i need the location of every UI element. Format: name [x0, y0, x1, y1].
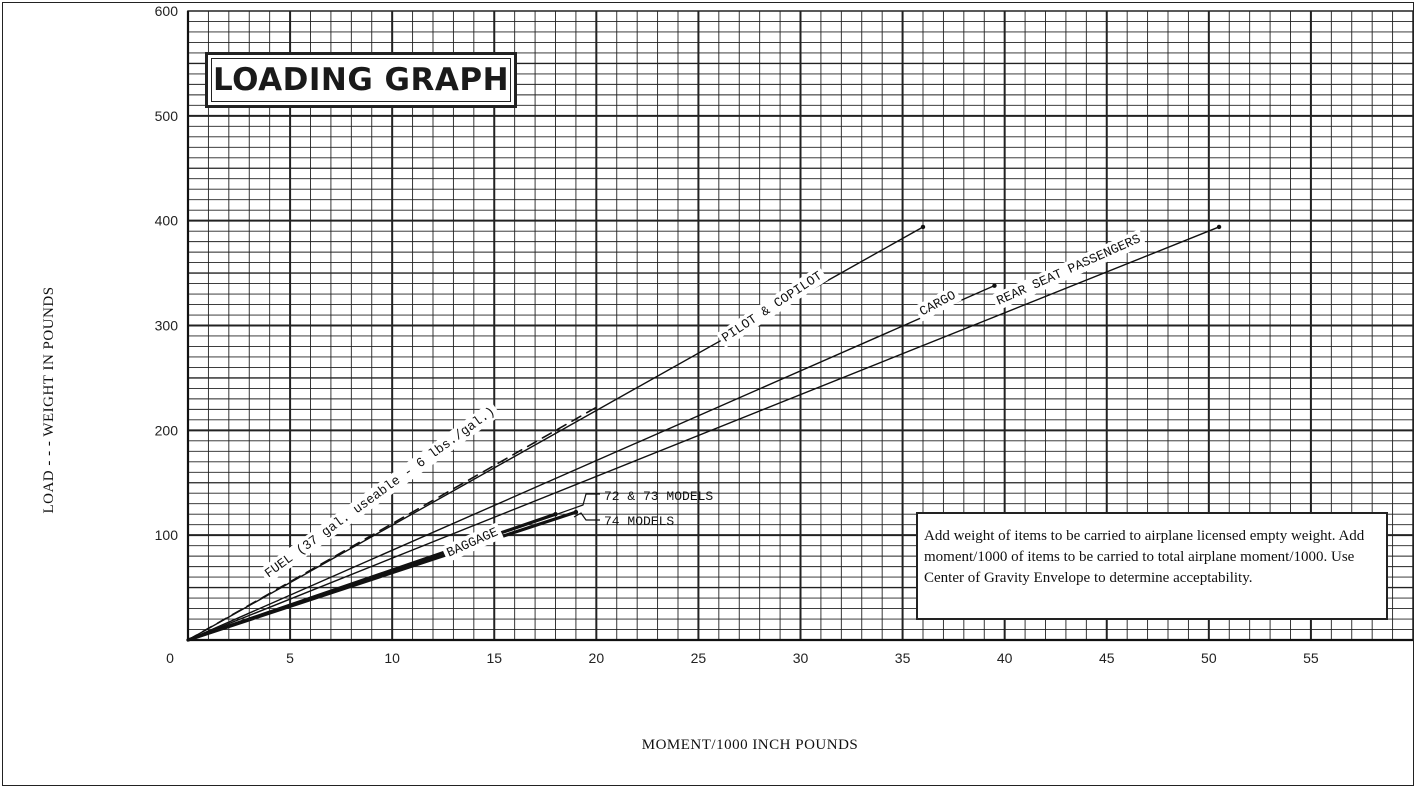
x-tick-label: 25 [691, 650, 707, 666]
series-label-baggage-background [441, 522, 504, 563]
x-tick-label: 20 [589, 650, 605, 666]
series-line [186, 510, 578, 642]
leader-line-74 [573, 512, 600, 521]
series-line [187, 284, 996, 641]
x-tick-label: 30 [793, 650, 809, 666]
y-tick-label: 600 [155, 3, 179, 19]
instruction-note: Add weight of items to be carried to air… [916, 512, 1388, 620]
series-end-point [1216, 224, 1222, 230]
leader-line-72-73 [551, 493, 600, 517]
x-tick-label: 40 [997, 650, 1013, 666]
series-label-cargo-background [913, 285, 962, 322]
x-tick-label: 15 [486, 650, 502, 666]
tick-labels: 0 5 10 15 20 25 30 35 40 45 50 55 100 200 300 400 500 600 [155, 3, 1319, 666]
y-tick-label: 300 [155, 318, 179, 334]
x-tick-label: 5 [286, 650, 294, 666]
series-end-point [992, 283, 997, 288]
series-label-pilot-copilot-background [716, 265, 829, 348]
y-axis-title: LOAD - - - WEIGHT IN POUNDS [41, 286, 57, 513]
x-axis-title: MOMENT/1000 INCH POUNDS [642, 737, 859, 753]
instruction-note-text: Add weight of items to be carried to air… [924, 528, 1365, 586]
series-end-point [920, 224, 926, 230]
series-line [187, 226, 1220, 641]
chart-title: LOADING GRAPH [211, 58, 511, 102]
model-label-72-73: 72 & 73 MODELS [604, 489, 713, 504]
series-line [187, 406, 598, 641]
y-tick-label: 200 [155, 422, 179, 438]
x-tick-label: 0 [166, 650, 174, 666]
series-label-rear-seat-background [991, 229, 1147, 311]
y-tick-label: 400 [155, 213, 179, 229]
x-tick-label: 55 [1303, 650, 1319, 666]
x-tick-label: 10 [384, 650, 400, 666]
x-tick-label: 50 [1201, 650, 1217, 666]
y-tick-label: 500 [155, 108, 179, 124]
y-tick-label: 100 [155, 527, 179, 543]
series-label-fuel-background [258, 401, 501, 584]
x-tick-label: 35 [895, 650, 911, 666]
title-box: LOADING GRAPH [205, 52, 517, 108]
x-tick-label: 45 [1099, 650, 1115, 666]
model-label-74: 74 MODELS [604, 514, 674, 529]
series-end-point [573, 509, 579, 515]
